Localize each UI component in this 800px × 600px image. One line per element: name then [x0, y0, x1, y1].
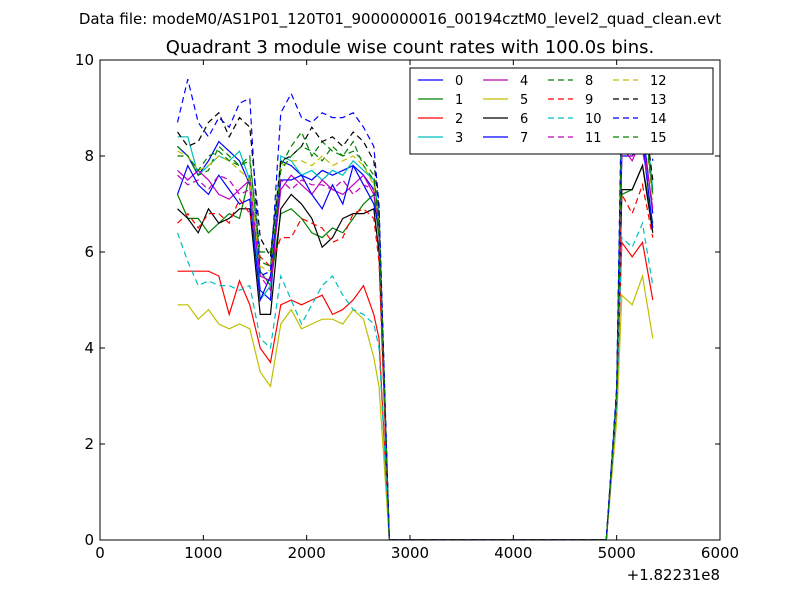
legend-label-0: 0 — [455, 74, 463, 89]
legend-label-9: 9 — [585, 93, 593, 108]
legend-label-8: 8 — [585, 74, 593, 89]
y-tick-label: 6 — [84, 243, 94, 261]
legend-label-10: 10 — [585, 112, 602, 127]
x-tick-label: 6000 — [701, 544, 739, 562]
legend-label-4: 4 — [520, 74, 528, 89]
legend-frame — [409, 67, 714, 155]
legend-label-1: 1 — [455, 93, 463, 108]
y-tick-label: 8 — [84, 147, 94, 165]
legend-label-7: 7 — [520, 131, 528, 146]
legend-label-6: 6 — [520, 112, 528, 127]
y-tick-label: 2 — [84, 435, 94, 453]
legend-label-3: 3 — [455, 131, 463, 146]
x-tick-label: 3000 — [391, 544, 429, 562]
series-line-14 — [176, 76, 654, 540]
x-tick-label: 2000 — [288, 544, 326, 562]
x-tick-label: 1000 — [184, 544, 222, 562]
y-tick-label: 0 — [84, 531, 94, 549]
legend-label-14: 14 — [650, 112, 667, 127]
y-tick-label: 4 — [84, 339, 94, 357]
series-line-10 — [176, 221, 654, 540]
legend-label-11: 11 — [585, 131, 602, 146]
x-tick-label: 4000 — [494, 544, 532, 562]
legend-label-5: 5 — [520, 93, 528, 108]
x-tick-label: 0 — [95, 544, 105, 562]
x-tick-label: 5000 — [598, 544, 636, 562]
legend-label-15: 15 — [650, 131, 667, 146]
y-tick-label: 10 — [75, 51, 94, 69]
legend-label-12: 12 — [650, 74, 667, 89]
series-line-15 — [177, 106, 654, 540]
legend-label-13: 13 — [650, 93, 667, 108]
x-offset-label: +1.82231e8 — [627, 566, 720, 584]
chart-suptitle: Data file: modeM0/AS1P01_120T01_90000000… — [79, 10, 721, 29]
chart-title: Quadrant 3 module wise count rates with … — [166, 37, 655, 58]
plot-area — [176, 76, 654, 540]
legend-label-2: 2 — [455, 112, 463, 127]
